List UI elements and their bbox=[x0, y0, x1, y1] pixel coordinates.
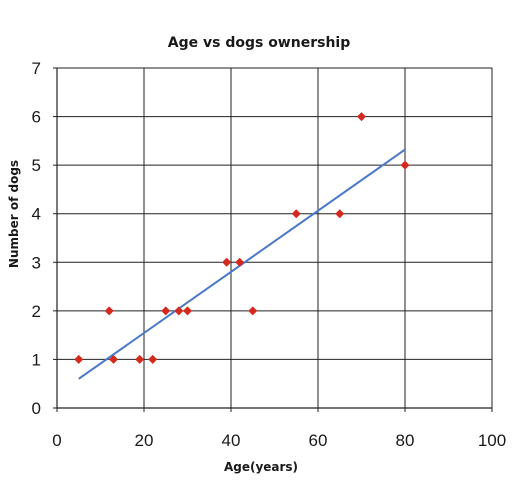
y-tick-label: 0 bbox=[32, 399, 41, 418]
axes bbox=[53, 67, 493, 412]
plot-area bbox=[56, 67, 493, 409]
y-tick-label: 2 bbox=[32, 302, 41, 321]
data-point bbox=[161, 306, 171, 316]
data-point bbox=[222, 257, 232, 267]
data-point bbox=[104, 306, 114, 316]
data-point bbox=[248, 306, 258, 316]
y-axis-ticks: 0 1 2 3 4 5 6 7 bbox=[32, 59, 41, 418]
chart-title: Age vs dogs ownership bbox=[168, 35, 350, 51]
x-tick-label: 40 bbox=[222, 431, 241, 450]
y-tick-label: 5 bbox=[32, 156, 41, 175]
y-tick-label: 3 bbox=[32, 253, 41, 272]
data-point bbox=[235, 257, 245, 267]
x-axis-ticks: 0 20 40 60 80 100 bbox=[52, 431, 506, 450]
x-tick-label: 80 bbox=[396, 431, 415, 450]
data-point bbox=[291, 209, 301, 219]
data-point bbox=[74, 354, 84, 364]
data-point bbox=[357, 112, 366, 122]
gridlines bbox=[57, 67, 493, 408]
x-tick-label: 100 bbox=[478, 431, 506, 450]
data-point bbox=[148, 354, 158, 364]
y-tick-label: 4 bbox=[32, 205, 41, 224]
y-tick-label: 7 bbox=[32, 59, 41, 78]
data-point bbox=[183, 306, 192, 316]
data-point bbox=[174, 306, 184, 316]
data-point bbox=[335, 209, 345, 219]
x-axis-label: Age(years) bbox=[224, 460, 298, 474]
data-points bbox=[74, 112, 410, 364]
x-tick-label: 20 bbox=[135, 431, 154, 450]
y-tick-label: 6 bbox=[32, 108, 41, 127]
y-tick-label: 1 bbox=[32, 350, 41, 369]
x-tick-label: 60 bbox=[309, 431, 328, 450]
data-point bbox=[400, 160, 410, 170]
y-axis-label: Number of dogs bbox=[7, 160, 21, 268]
data-point bbox=[109, 354, 119, 364]
data-point bbox=[135, 354, 145, 364]
x-tick-label: 0 bbox=[52, 431, 61, 450]
